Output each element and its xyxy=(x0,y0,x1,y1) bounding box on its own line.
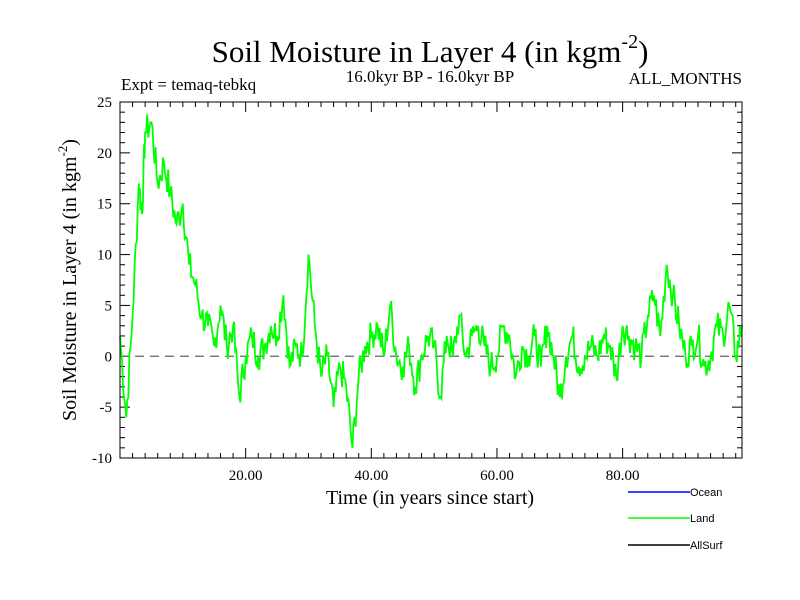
plot-frame xyxy=(119,101,743,459)
x-tick-label: 20.00 xyxy=(229,468,263,484)
y-tick-label: 25 xyxy=(97,95,112,111)
y-tick-label: -10 xyxy=(92,451,112,467)
x-tick-label: 80.00 xyxy=(606,468,640,484)
axis-ticks xyxy=(120,101,742,459)
land-series-line xyxy=(119,114,743,448)
y-tick-label: 0 xyxy=(105,349,113,365)
axis-tick-labels: -10 -5 0 5 10 15 20 25 20.00 40.00 60.00 80.00 xyxy=(92,95,640,484)
months-label: ALL_MONTHS xyxy=(629,69,742,88)
y-tick-label: 5 xyxy=(105,298,113,314)
legend: Ocean Land AllSurf xyxy=(628,487,723,552)
x-tick-label: 40.00 xyxy=(354,468,388,484)
legend-ocean-label: Ocean xyxy=(690,487,722,499)
legend-land-label: Land xyxy=(690,513,714,525)
y-tick-label: 15 xyxy=(97,197,112,213)
period-label: 16.0kyr BP - 16.0kyr BP xyxy=(346,67,514,86)
y-tick-label: 10 xyxy=(97,248,112,264)
x-axis-label: Time (in years since start) xyxy=(326,487,534,509)
legend-allsurf-label: AllSurf xyxy=(690,540,723,552)
x-tick-label: 60.00 xyxy=(480,468,514,484)
y-tick-label: -5 xyxy=(100,400,113,416)
experiment-label: Expt = temaq-tebkq xyxy=(121,75,257,94)
chart-title: Soil Moisture in Layer 4 (in kgm-2) xyxy=(212,31,649,69)
y-axis-label: Soil Moisture in Layer 4 (in kgm-2) xyxy=(55,139,81,421)
y-tick-label: 20 xyxy=(97,146,112,162)
